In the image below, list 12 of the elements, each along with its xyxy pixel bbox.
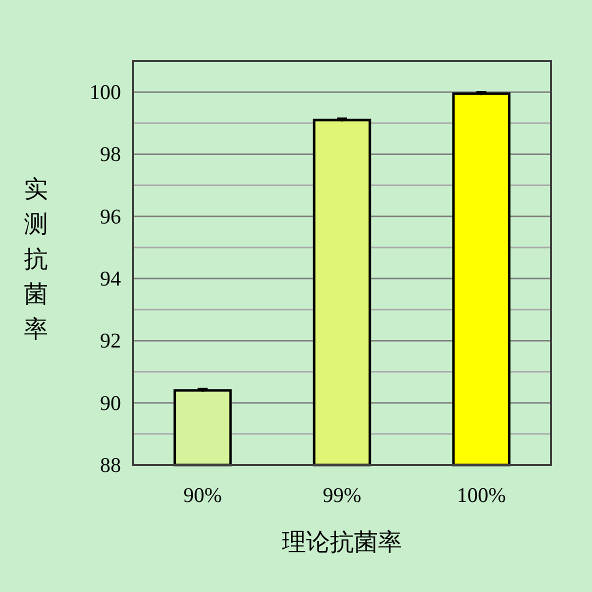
x-tick-label: 99% bbox=[322, 483, 362, 507]
y-tick-label: 90 bbox=[100, 390, 121, 415]
x-tick-label: 100% bbox=[456, 483, 506, 507]
y-tick-label: 92 bbox=[100, 328, 121, 353]
x-tick-label: 90% bbox=[183, 483, 222, 507]
y-tick-label: 96 bbox=[100, 204, 121, 228]
y-tick-label: 88 bbox=[100, 453, 121, 477]
y-tick-label: 100 bbox=[90, 80, 121, 104]
x-axis-title: 理论抗菌率 bbox=[282, 528, 402, 556]
y-tick-label: 94 bbox=[100, 266, 122, 291]
y-tick-label: 98 bbox=[100, 142, 121, 166]
y-axis-title: 实测抗菌率 bbox=[24, 175, 48, 343]
